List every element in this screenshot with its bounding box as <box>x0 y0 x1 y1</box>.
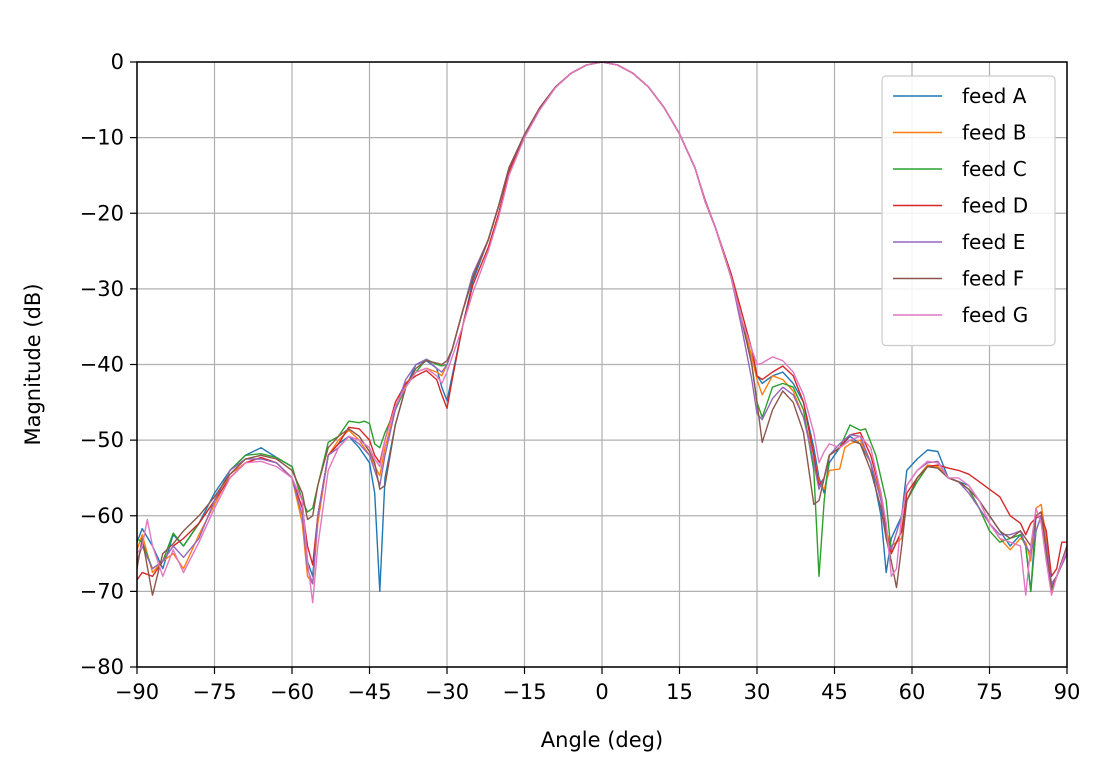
legend-label: feed D <box>962 194 1028 218</box>
y-tick-label: −40 <box>80 353 124 377</box>
y-tick-label: −20 <box>80 201 124 225</box>
y-tick-label: −70 <box>80 579 124 603</box>
x-tick-label: −30 <box>425 680 469 704</box>
legend: feed A feed B feed C feed D feed E feed F feed… <box>881 75 1056 347</box>
y-tick-label: 0 <box>111 50 124 74</box>
x-tick-label: 45 <box>821 680 848 704</box>
x-tick-label: −45 <box>347 680 391 704</box>
legend-label: feed G <box>962 303 1028 327</box>
legend-label: feed E <box>962 230 1025 254</box>
y-tick-label: −60 <box>80 504 124 528</box>
y-axis-label: Magnitude (dB) <box>21 283 45 445</box>
y-tick-label: −50 <box>80 428 124 452</box>
x-tick-label: −75 <box>192 680 236 704</box>
legend-label: feed F <box>962 267 1024 291</box>
legend-label: feed B <box>962 121 1026 145</box>
legend-label: feed A <box>962 84 1027 108</box>
x-tick-label: 30 <box>744 680 771 704</box>
legend-label: feed C <box>962 157 1027 181</box>
x-tick-label: 60 <box>899 680 926 704</box>
x-tick-label: −90 <box>115 680 159 704</box>
x-tick-label: 90 <box>1054 680 1081 704</box>
y-tick-label: −10 <box>80 126 124 150</box>
x-axis-label: Angle (deg) <box>541 728 663 752</box>
x-tick-label: 0 <box>595 680 608 704</box>
x-tick-label: 75 <box>976 680 1003 704</box>
x-tick-label: 15 <box>666 680 693 704</box>
x-tick-label: −15 <box>502 680 546 704</box>
plot-lines <box>136 61 1068 604</box>
y-tick-label: −30 <box>80 277 124 301</box>
series-line-feed-g <box>136 61 1068 604</box>
x-tick-label: −60 <box>270 680 314 704</box>
y-tick-label: −80 <box>80 655 124 679</box>
axis-ticks: −90 −75 −60 −45 −30 −15 0 15 30 45 60 75 90 0 −10 −20 −3… <box>80 50 1081 704</box>
